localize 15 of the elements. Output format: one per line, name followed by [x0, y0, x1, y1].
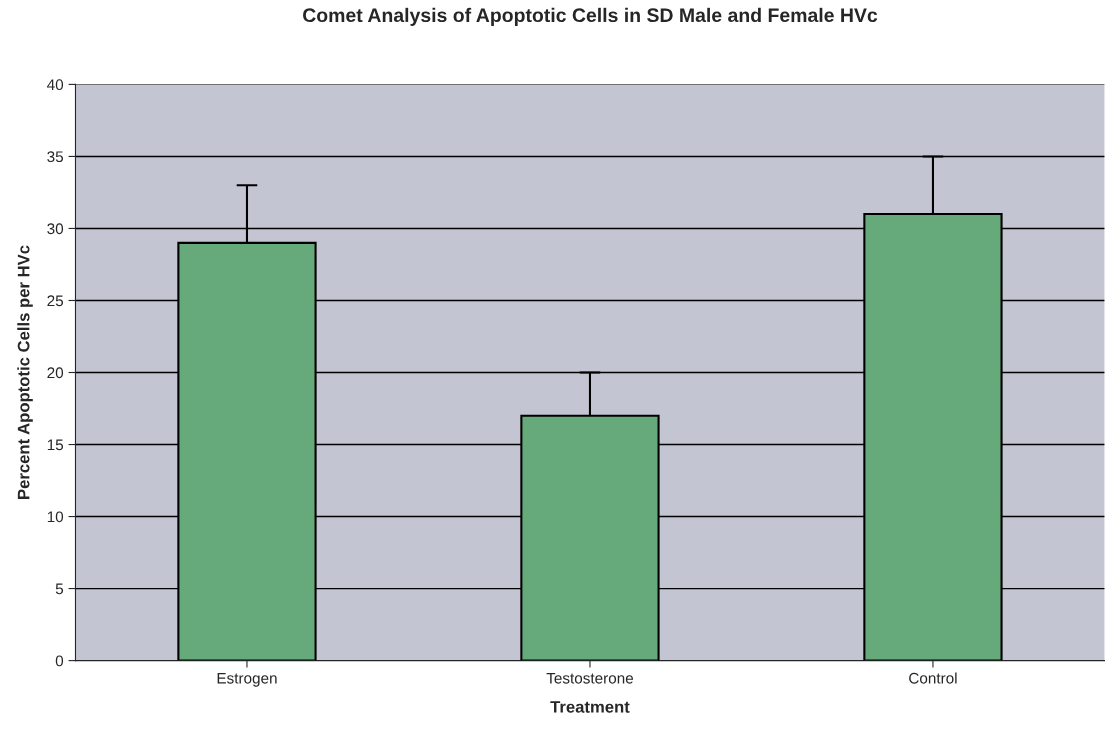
x-tick-label: Control	[909, 672, 957, 684]
y-tick-label: 0	[55, 655, 64, 667]
y-tick-label: 10	[47, 511, 64, 523]
x-axis-title: Treatment	[550, 701, 630, 713]
x-tick-label: Estrogen	[217, 672, 277, 687]
chart-title: Comet Analysis of Apoptotic Cells in SD Male and Female HVc	[303, 7, 878, 26]
y-tick-label: 30	[47, 223, 64, 235]
y-tick-label: 35	[47, 151, 64, 163]
y-tick-label: 15	[47, 439, 64, 451]
y-tick-label: 40	[47, 79, 64, 91]
y-tick-label: 5	[55, 583, 64, 595]
y-tick-label: 25	[47, 295, 64, 307]
x-tick-label: Testosterone	[546, 672, 634, 684]
y-axis-title: Percent Apoptotic Cells per HVc	[17, 245, 33, 499]
y-tick-label: 20	[47, 367, 64, 379]
